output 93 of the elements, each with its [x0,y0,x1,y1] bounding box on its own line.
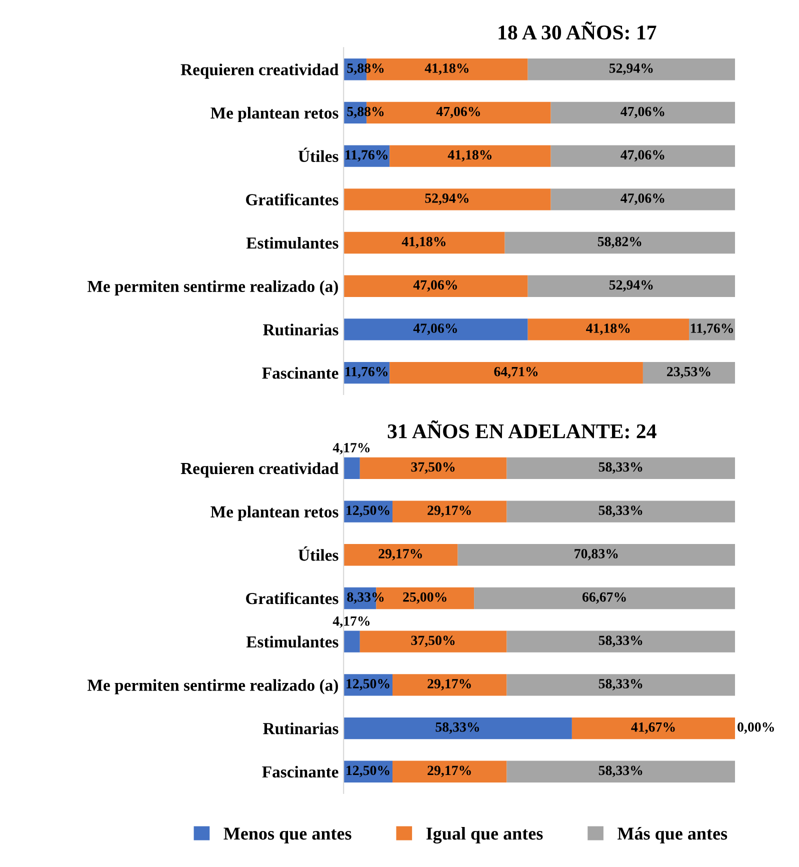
bar [344,318,528,340]
data-label: 58,33% [598,506,642,518]
bar [344,275,528,297]
data-label: 12,50% [346,766,390,778]
data-label: 64,71% [494,366,538,378]
data-label: 58,33% [598,636,642,648]
y-tick-label: Gratificantes [246,193,338,206]
y-tick-label: Me plantean retos [210,506,338,521]
y-tick-label: Me permiten sentirme realizado (a) [88,280,338,296]
legend-label: Igual que antes [426,827,543,844]
y-tick-label: Me permiten sentirme realizado (a) [88,679,338,694]
bar [344,457,360,480]
data-label: 0,00% [738,722,774,734]
data-label: 41,18% [424,63,468,75]
bar [528,58,736,80]
chart-title: 18 A 30 AÑOS: 17 [498,22,656,40]
data-label: 47,06% [620,194,664,205]
data-label: 4,17% [332,442,370,454]
data-label: 66,67% [582,592,626,604]
data-label: 47,06% [436,106,480,118]
bar [390,145,551,167]
y-tick-label: Me plantean retos [210,106,338,122]
bar [360,457,507,480]
data-label: 11,76% [346,150,388,162]
y-tick-label: Rutinarias [263,324,338,336]
data-label: 52,94% [609,280,653,292]
y-tick-label: Útiles [298,148,338,162]
legend-label: Menos que antes [224,828,352,844]
bar [642,362,736,384]
legend-label: Más que antes [618,826,728,844]
chart-title: 31 AÑOS EN ADELANTE: 24 [388,420,656,438]
data-label: 70,83% [574,548,618,560]
data-label: 58,33% [598,462,642,474]
bar [572,717,736,740]
bar [506,500,736,522]
y-tick-label: Estimulantes [246,236,338,249]
bar [550,145,736,167]
bar [506,457,736,480]
bar [390,362,643,384]
y-tick-label: Estimulantes [246,636,338,648]
data-label: 11,76% [346,366,388,378]
y-tick-label: Fascinante [262,766,338,778]
bar [506,760,736,782]
data-label: 58,33% [598,679,642,690]
data-label: 47,06% [620,150,664,162]
y-tick-label: Útiles [298,546,338,561]
data-label: 4,17% [332,616,370,628]
data-label: 41,18% [586,324,630,335]
bar [458,544,736,566]
data-label: 12,50% [346,506,390,518]
data-label: 29,17% [428,766,471,778]
bar [550,102,736,124]
data-label: 58,82% [598,236,642,248]
bar [474,587,736,610]
bar [528,318,690,340]
y-tick-label: Requieren creatividad [180,64,339,79]
y-tick-label: Gratificantes [246,592,338,604]
data-label: 58,33% [436,722,480,734]
data-label: 29,17% [428,679,471,690]
bar [504,232,736,254]
data-label: 37,50% [411,636,455,648]
data-label: 47,06% [413,324,457,335]
data-label: 41,67% [631,722,675,734]
y-tick-label: Fascinante [262,367,338,379]
bar [392,760,507,782]
y-tick-label: Requieren creatividad [180,462,339,478]
data-label: 52,94% [609,63,653,75]
bar [392,500,507,522]
bar [344,717,572,740]
bar [360,630,507,652]
data-label: 47,06% [620,106,664,118]
data-label: 23,53% [667,366,710,378]
data-label: 12,50% [346,679,390,690]
bar [528,275,736,297]
data-label: 37,50% [411,462,455,474]
data-label: 41,18% [402,236,446,248]
data-label: 11,76% [690,324,733,335]
bar [344,232,505,254]
data-label: 58,33% [598,766,642,778]
bar [550,188,736,210]
data-label: 25,00% [403,592,446,604]
bar [344,188,551,210]
data-label: 29,17% [378,548,422,560]
bar [344,544,458,566]
data-label: 52,94% [425,194,468,205]
bar [506,630,736,652]
data-label: 41,18% [448,150,492,162]
bar [506,674,736,696]
y-tick-label: Rutinarias [263,722,338,734]
bar [392,674,507,696]
bar [344,630,360,652]
data-label: 29,17% [428,506,471,518]
data-label: 47,06% [413,280,457,292]
